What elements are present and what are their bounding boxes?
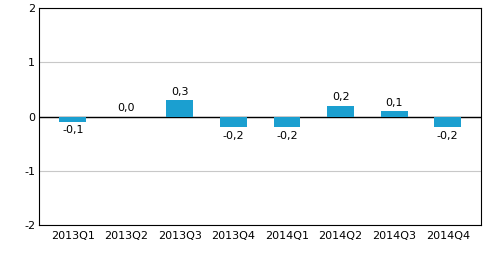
Bar — [220, 117, 247, 127]
Bar — [327, 106, 354, 117]
Bar — [166, 100, 193, 117]
Text: 0,3: 0,3 — [171, 87, 189, 97]
Bar — [273, 117, 300, 127]
Bar — [435, 117, 461, 127]
Text: -0,2: -0,2 — [276, 131, 298, 141]
Text: 0,1: 0,1 — [385, 98, 403, 108]
Text: 0,0: 0,0 — [117, 103, 135, 113]
Text: -0,1: -0,1 — [62, 125, 83, 135]
Text: 0,2: 0,2 — [332, 92, 350, 103]
Text: -0,2: -0,2 — [222, 131, 244, 141]
Text: -0,2: -0,2 — [437, 131, 459, 141]
Bar — [381, 111, 408, 117]
Bar — [59, 117, 86, 122]
